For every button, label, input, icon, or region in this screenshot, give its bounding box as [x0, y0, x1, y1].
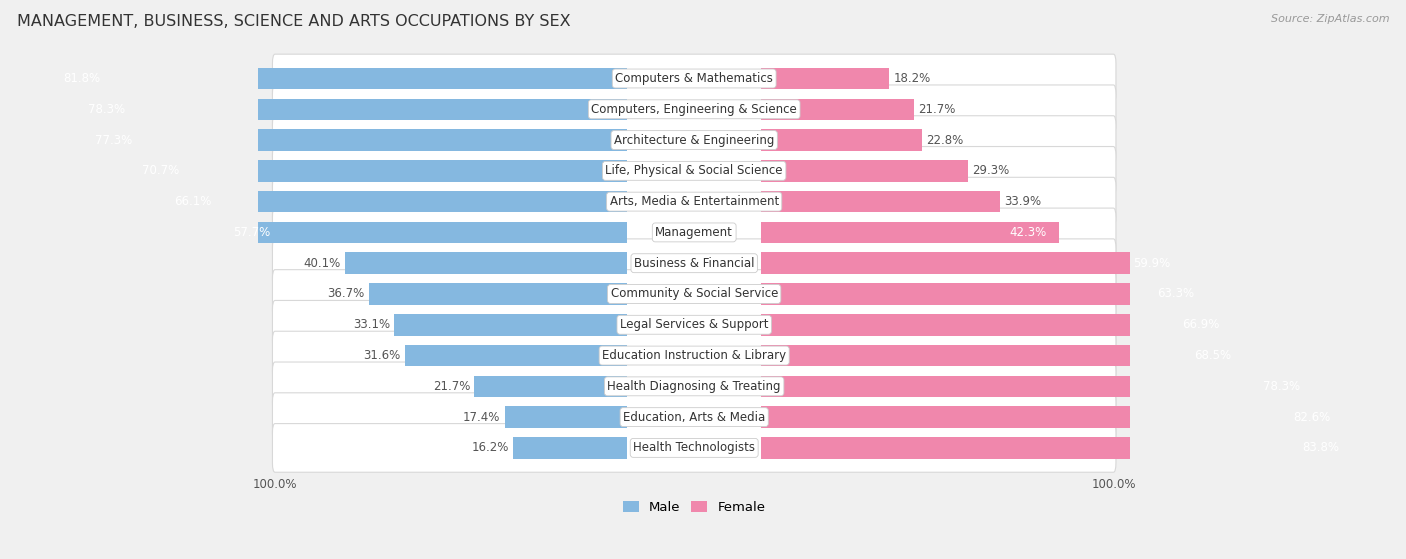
- FancyBboxPatch shape: [273, 116, 1116, 164]
- Bar: [368, 283, 627, 305]
- Legend: Male, Female: Male, Female: [623, 501, 766, 514]
- Bar: [761, 221, 1059, 243]
- Bar: [761, 160, 967, 182]
- Bar: [761, 68, 890, 89]
- Text: 42.3%: 42.3%: [1010, 226, 1046, 239]
- Bar: [221, 221, 627, 243]
- Text: Computers & Mathematics: Computers & Mathematics: [616, 72, 773, 85]
- Text: 33.9%: 33.9%: [1004, 195, 1042, 208]
- Bar: [761, 283, 1208, 305]
- Bar: [394, 314, 627, 335]
- Text: 66.9%: 66.9%: [1182, 318, 1220, 331]
- FancyBboxPatch shape: [273, 300, 1116, 349]
- Text: Health Technologists: Health Technologists: [633, 442, 755, 454]
- Bar: [474, 376, 627, 397]
- FancyBboxPatch shape: [273, 54, 1116, 103]
- Text: 21.7%: 21.7%: [433, 380, 470, 393]
- FancyBboxPatch shape: [273, 424, 1116, 472]
- Bar: [51, 68, 627, 89]
- Text: Architecture & Engineering: Architecture & Engineering: [614, 134, 775, 146]
- Text: 29.3%: 29.3%: [972, 164, 1010, 177]
- Bar: [761, 191, 1000, 212]
- Bar: [83, 129, 627, 151]
- Text: Health Diagnosing & Treating: Health Diagnosing & Treating: [607, 380, 780, 393]
- Bar: [761, 253, 1184, 274]
- Text: 68.5%: 68.5%: [1194, 349, 1232, 362]
- Text: 31.6%: 31.6%: [363, 349, 401, 362]
- Bar: [76, 98, 627, 120]
- Text: 82.6%: 82.6%: [1294, 411, 1330, 424]
- Text: 78.3%: 78.3%: [89, 103, 125, 116]
- Text: Arts, Media & Entertainment: Arts, Media & Entertainment: [610, 195, 779, 208]
- Text: 36.7%: 36.7%: [328, 287, 364, 301]
- Bar: [761, 129, 922, 151]
- Text: 40.1%: 40.1%: [304, 257, 340, 269]
- Bar: [405, 345, 627, 366]
- Bar: [162, 191, 627, 212]
- Text: 70.7%: 70.7%: [142, 164, 179, 177]
- Bar: [505, 406, 627, 428]
- Text: 16.2%: 16.2%: [471, 442, 509, 454]
- Text: Legal Services & Support: Legal Services & Support: [620, 318, 769, 331]
- Text: 17.4%: 17.4%: [463, 411, 501, 424]
- Text: 78.3%: 78.3%: [1263, 380, 1301, 393]
- Text: 33.1%: 33.1%: [353, 318, 389, 331]
- FancyBboxPatch shape: [273, 393, 1116, 442]
- Text: Education, Arts & Media: Education, Arts & Media: [623, 411, 765, 424]
- FancyBboxPatch shape: [273, 362, 1116, 411]
- Text: 83.8%: 83.8%: [1302, 442, 1339, 454]
- Bar: [761, 345, 1244, 366]
- Bar: [129, 160, 627, 182]
- Bar: [761, 406, 1343, 428]
- Text: 21.7%: 21.7%: [918, 103, 956, 116]
- Text: 81.8%: 81.8%: [63, 72, 101, 85]
- FancyBboxPatch shape: [273, 177, 1116, 226]
- Text: Education Instruction & Library: Education Instruction & Library: [602, 349, 786, 362]
- Text: Life, Physical & Social Science: Life, Physical & Social Science: [606, 164, 783, 177]
- Bar: [513, 437, 627, 459]
- Bar: [344, 253, 627, 274]
- FancyBboxPatch shape: [273, 146, 1116, 195]
- FancyBboxPatch shape: [273, 269, 1116, 318]
- Text: 77.3%: 77.3%: [96, 134, 132, 146]
- Text: Business & Financial: Business & Financial: [634, 257, 755, 269]
- Text: Community & Social Service: Community & Social Service: [610, 287, 778, 301]
- Text: 22.8%: 22.8%: [927, 134, 963, 146]
- FancyBboxPatch shape: [273, 208, 1116, 257]
- Text: 66.1%: 66.1%: [174, 195, 211, 208]
- Text: Source: ZipAtlas.com: Source: ZipAtlas.com: [1271, 14, 1389, 24]
- Text: Computers, Engineering & Science: Computers, Engineering & Science: [592, 103, 797, 116]
- Text: Management: Management: [655, 226, 733, 239]
- FancyBboxPatch shape: [273, 331, 1116, 380]
- Text: 63.3%: 63.3%: [1157, 287, 1195, 301]
- Bar: [761, 437, 1351, 459]
- FancyBboxPatch shape: [273, 85, 1116, 134]
- Text: 57.7%: 57.7%: [233, 226, 270, 239]
- Text: 18.2%: 18.2%: [894, 72, 931, 85]
- Text: 59.9%: 59.9%: [1133, 257, 1171, 269]
- Bar: [761, 376, 1313, 397]
- FancyBboxPatch shape: [273, 239, 1116, 287]
- Text: MANAGEMENT, BUSINESS, SCIENCE AND ARTS OCCUPATIONS BY SEX: MANAGEMENT, BUSINESS, SCIENCE AND ARTS O…: [17, 14, 571, 29]
- Bar: [761, 98, 914, 120]
- Bar: [761, 314, 1233, 335]
